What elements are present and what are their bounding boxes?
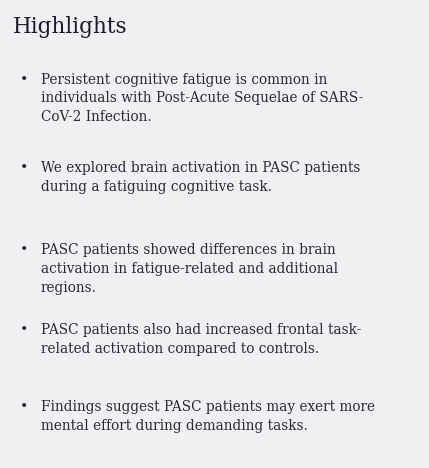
Text: •: • [19,161,28,176]
Text: Highlights: Highlights [13,16,127,38]
Text: PASC patients showed differences in brain
activation in fatigue-related and addi: PASC patients showed differences in brai… [41,243,338,295]
Text: We explored brain activation in PASC patients
during a fatiguing cognitive task.: We explored brain activation in PASC pat… [41,161,360,194]
Text: Findings suggest PASC patients may exert more
mental effort during demanding tas: Findings suggest PASC patients may exert… [41,400,375,433]
Text: Persistent cognitive fatigue is common in
individuals with Post-Acute Sequelae o: Persistent cognitive fatigue is common i… [41,73,363,124]
Text: •: • [19,323,28,337]
Text: •: • [19,73,28,87]
Text: •: • [19,400,28,414]
Text: •: • [19,243,28,257]
Text: PASC patients also had increased frontal task-
related activation compared to co: PASC patients also had increased frontal… [41,323,361,356]
